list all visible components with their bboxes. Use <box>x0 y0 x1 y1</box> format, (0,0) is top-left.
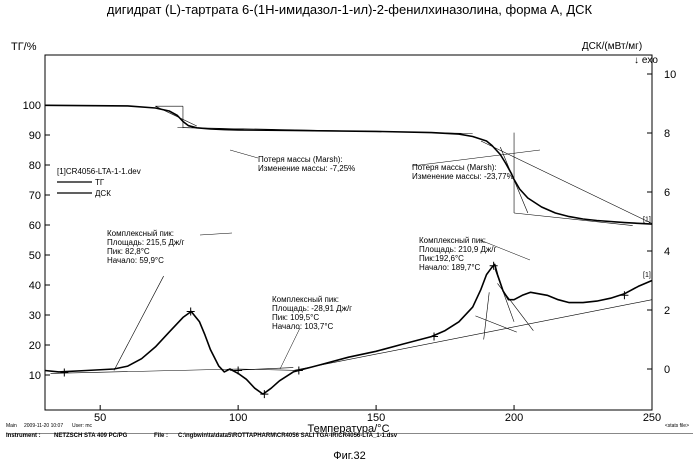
tg-construction-line <box>514 212 633 226</box>
annotation-leader <box>479 239 531 261</box>
y-right-tick-label: 0 <box>664 364 670 376</box>
y-left-tick-label: 50 <box>29 250 41 262</box>
footer-status-bar: Main 2009-11-20 10:07 User: mc <stats fi… <box>6 423 693 434</box>
axes-layer: 50 100 150 200 250Температура/°C102030405060… <box>11 41 676 435</box>
y-right-tick-label: 6 <box>664 187 670 199</box>
y-left-tick-label: 30 <box>29 310 41 322</box>
y-left-tick-label: 90 <box>29 130 41 142</box>
dsc-marker <box>234 366 243 375</box>
y-right-tick-label: 10 <box>664 69 676 81</box>
annotation-tg-step1: Изменение массы: -7,25% <box>258 164 355 173</box>
annotation-dsc-peak1: Комплексный пик: <box>107 229 174 238</box>
legend-entry-label: ДСК <box>95 189 111 198</box>
dsc-marker <box>489 261 498 270</box>
y-right-tick-label: 2 <box>664 305 670 317</box>
y-left-tick-label: 20 <box>29 340 41 352</box>
y-left-axis-label: ТГ/% <box>11 41 37 53</box>
chart-title: дигидрат (L)-тартрата 6-(1Н-имидазол-1-и… <box>106 2 593 17</box>
label-layer: [1]CR4056-LTA-1-1.dev ТГ ДСК Потеря массы (… <box>57 155 651 331</box>
y-left-tick-label: 10 <box>29 370 41 382</box>
dsc-marker <box>260 390 269 399</box>
dsc-marker <box>620 291 629 300</box>
x-tick-label: 150 <box>367 412 385 424</box>
y-right-tick-label: 8 <box>664 128 670 140</box>
marker-layer <box>60 261 629 399</box>
plot-frame <box>44 54 653 411</box>
footer-file-path: C:\ngbwin\ta\data5\ROTTAPHARM\CR4056 SAL… <box>178 433 398 439</box>
y-right-tick-label: 4 <box>664 246 670 258</box>
footer-date: 2009-11-20 10:07 <box>24 423 64 429</box>
footer-stats-label: <stats file> <box>664 423 689 429</box>
footer-file-bar: Instrument : NETZSCH STA 409 PC/PG File … <box>6 433 693 445</box>
footer-user: User: mc <box>72 423 92 429</box>
annotation-dsc-peak2: Площадь: -28,91 Дж/г <box>272 304 352 313</box>
dsc-marker <box>294 366 303 375</box>
y-left-tick-label: 60 <box>29 220 41 232</box>
dsc-construction-line <box>238 368 299 371</box>
dsc-marker <box>60 368 69 377</box>
annotation-dsc-peak2: Начало: 103,7°C <box>272 322 334 331</box>
x-tick-label: 250 <box>643 412 661 424</box>
x-tick-label: 100 <box>229 412 247 424</box>
y-left-tick-label: 40 <box>29 280 41 292</box>
legend-file-name: [1]CR4056-LTA-1-1.dev <box>57 167 141 176</box>
x-tick-label: 50 <box>94 412 106 424</box>
y-left-tick-label: 80 <box>29 160 41 172</box>
y-left-tick-label: 70 <box>29 190 41 202</box>
annotation-leader <box>229 149 259 159</box>
footer-instrument-label: Instrument : <box>6 433 41 439</box>
annotation-dsc-peak3: Начало: 189,7°C <box>419 263 481 272</box>
annotation-dsc-peak2: Пик: 109,5°C <box>272 313 319 322</box>
y-right-axis-label: ДСК/(мВт/мг) <box>582 41 642 52</box>
dsc-marker <box>186 307 195 316</box>
annotation-dsc-peak1: Пик: 82,8°C <box>107 247 150 256</box>
annotation-dsc-peak3: Площадь: 210,9 Дж/г <box>419 245 497 254</box>
series-line-ДСК <box>44 263 653 395</box>
annotation-tg-step1: Потеря массы (Marsh): <box>258 155 343 164</box>
dsc-construction-line <box>293 299 653 371</box>
series-layer <box>44 104 653 395</box>
annotation-dsc-peak3: Комплексный пик: <box>419 236 486 245</box>
annotation-dsc-peak3: Пик:192,6°C <box>419 254 464 263</box>
footer-main-label: Main <box>6 423 17 429</box>
dsc-construction-line <box>113 275 164 371</box>
annotation-tg-step2: Потеря массы (Marsh): <box>412 163 497 172</box>
annotation-leader <box>279 327 301 370</box>
y-left-tick-label: 100 <box>23 100 41 112</box>
figure-caption: Фиг.32 <box>333 450 366 462</box>
annotation-leader <box>199 232 233 236</box>
legend-entry-label: ТГ <box>95 178 105 187</box>
dsc-marker <box>430 332 439 341</box>
series-line-ТГ <box>44 104 653 225</box>
curve-marker-dsc: [1] <box>643 272 651 279</box>
annotation-tg-step2: Изменение массы: -23,77% <box>412 172 514 181</box>
annotation-dsc-peak1: Начало: 59,9°C <box>107 256 164 265</box>
annotation-dsc-peak2: Комплексный пик: <box>272 295 339 304</box>
annotation-leader <box>411 149 541 167</box>
tg-construction-line <box>480 140 653 224</box>
curve-marker-tg: [1] <box>643 217 651 224</box>
footer-file-label: File : <box>154 433 169 439</box>
x-axis-label: Температура/°C <box>307 423 389 435</box>
dsc-construction-line <box>483 292 490 340</box>
dsc-construction-line <box>50 368 239 374</box>
annotation-dsc-peak1: Площадь: 215,5 Дж/г <box>107 238 185 247</box>
dsc-construction-line <box>475 315 517 333</box>
y-right-exo-arrow: ↓ exo <box>634 55 658 66</box>
x-tick-label: 200 <box>505 412 523 424</box>
footer-instrument: NETZSCH STA 409 PC/PG <box>54 433 128 439</box>
